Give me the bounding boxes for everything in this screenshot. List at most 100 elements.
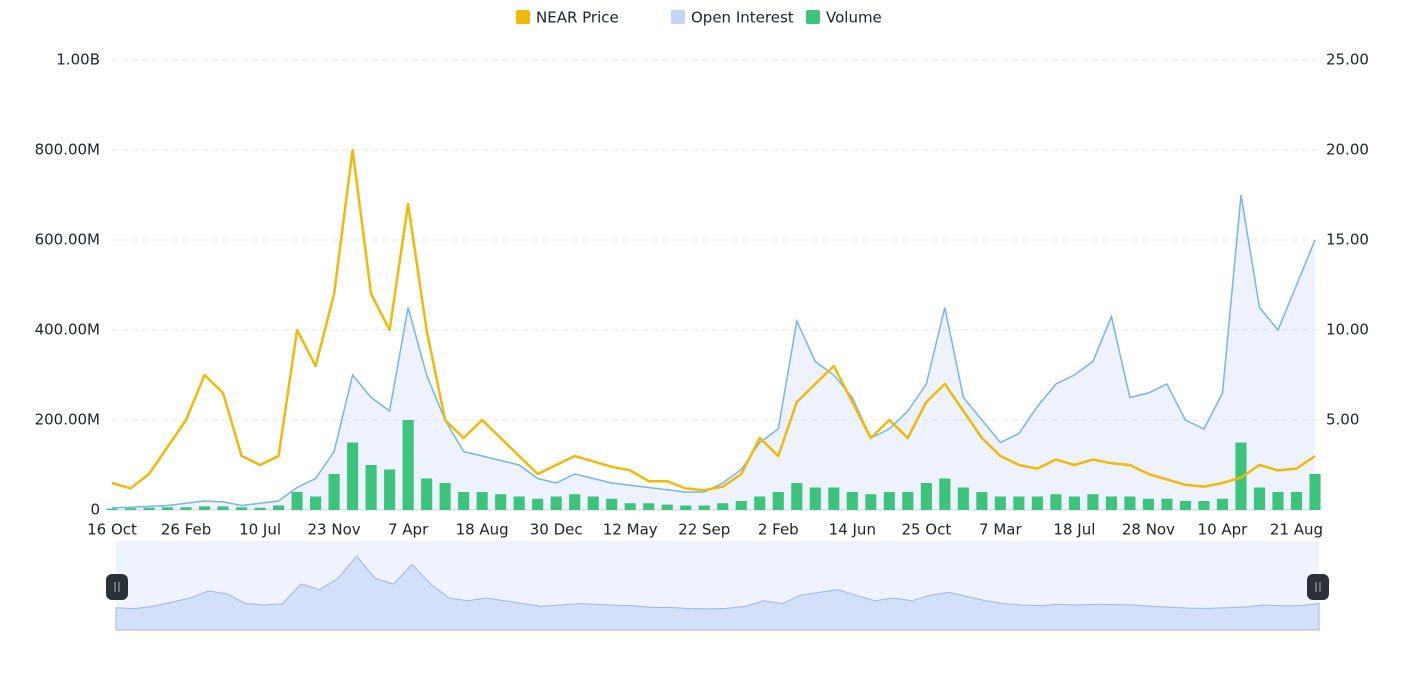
volume-bar bbox=[846, 492, 858, 510]
volume-bar bbox=[458, 492, 470, 510]
volume-bar bbox=[365, 465, 377, 510]
x-tick-label: 28 Nov bbox=[1122, 521, 1175, 539]
y-tick-label: 800.00M bbox=[35, 141, 100, 159]
y2-tick-label: 10.00 bbox=[1326, 321, 1369, 339]
navigator-area bbox=[115, 555, 1320, 631]
volume-bar bbox=[217, 506, 229, 510]
volume-bar bbox=[476, 492, 488, 510]
volume-bar bbox=[976, 492, 988, 510]
volume-bar bbox=[791, 483, 803, 510]
volume-bar bbox=[1272, 492, 1284, 510]
volume-bar bbox=[291, 492, 303, 510]
volume-bar bbox=[1253, 487, 1266, 510]
x-tick-label: 25 Oct bbox=[901, 521, 951, 539]
volume-bar bbox=[550, 496, 562, 510]
x-tick-label: 12 May bbox=[603, 521, 658, 539]
volume-bar bbox=[1179, 501, 1191, 510]
volume-bar bbox=[513, 496, 525, 510]
volume-bar bbox=[569, 494, 581, 510]
y2-tick-label: 25.00 bbox=[1326, 51, 1369, 69]
volume-bar bbox=[402, 420, 414, 510]
volume-bar bbox=[532, 498, 544, 510]
y-tick-label: 0 bbox=[90, 501, 100, 519]
x-tick-label: 21 Aug bbox=[1270, 521, 1323, 539]
volume-bar bbox=[1068, 496, 1080, 510]
volume-bar bbox=[1050, 494, 1062, 510]
x-tick-label: 30 Dec bbox=[530, 521, 583, 539]
volume-bar bbox=[994, 496, 1006, 510]
volume-bar bbox=[161, 507, 174, 510]
volume-bar bbox=[106, 508, 118, 510]
legend-label: NEAR Price bbox=[536, 9, 619, 27]
volume-bar bbox=[1124, 496, 1136, 510]
volume-bar bbox=[384, 469, 396, 510]
x-tick-label: 23 Nov bbox=[308, 521, 361, 539]
volume-bar bbox=[606, 498, 618, 510]
volume-bar bbox=[328, 474, 340, 510]
volume-bar bbox=[754, 496, 766, 510]
navigator-handle bbox=[1307, 574, 1329, 600]
legend-swatch bbox=[516, 10, 530, 24]
volume-bar bbox=[902, 492, 914, 510]
volume-bar bbox=[236, 507, 248, 510]
x-tick-label: 14 Jun bbox=[829, 521, 876, 539]
y2-tick-label: 5.00 bbox=[1326, 411, 1359, 429]
volume-bar bbox=[717, 503, 729, 510]
x-tick-label: 22 Sep bbox=[678, 521, 730, 539]
volume-bar bbox=[920, 483, 932, 510]
y-tick-label: 200.00M bbox=[35, 411, 100, 429]
legend-label: Volume bbox=[826, 9, 882, 27]
volume-bar bbox=[809, 487, 821, 510]
x-tick-label: 16 Oct bbox=[87, 521, 137, 539]
legend-swatch bbox=[806, 10, 820, 24]
volume-bar bbox=[1013, 496, 1025, 510]
x-tick-label: 18 Jul bbox=[1053, 521, 1095, 539]
x-tick-label: 7 Mar bbox=[979, 521, 1022, 539]
volume-bar bbox=[1309, 474, 1321, 510]
y2-tick-label: 15.00 bbox=[1326, 231, 1369, 249]
navigator-handle bbox=[106, 574, 128, 600]
volume-bar bbox=[1161, 498, 1173, 510]
volume-bar bbox=[180, 507, 192, 510]
volume-bar bbox=[347, 442, 359, 510]
legend-label: Open Interest bbox=[691, 9, 794, 27]
volume-bar bbox=[310, 496, 322, 510]
oi-area bbox=[112, 195, 1315, 510]
x-tick-label: 26 Feb bbox=[161, 521, 211, 539]
volume-bar bbox=[939, 478, 951, 510]
x-tick-label: 7 Apr bbox=[388, 521, 429, 539]
volume-bar bbox=[772, 492, 784, 510]
x-tick-label: 18 Aug bbox=[456, 521, 509, 539]
volume-bar bbox=[698, 505, 710, 510]
volume-bar bbox=[1105, 496, 1117, 510]
y-tick-label: 600.00M bbox=[35, 231, 100, 249]
volume-bar bbox=[439, 483, 451, 510]
x-tick-label: 10 Jul bbox=[239, 521, 281, 539]
price-line bbox=[111, 148, 1316, 492]
volume-bar bbox=[143, 507, 155, 510]
volume-bar bbox=[883, 492, 895, 510]
volume-bar bbox=[124, 508, 137, 510]
volume-bar bbox=[273, 505, 285, 510]
y-tick-label: 400.00M bbox=[35, 321, 100, 339]
volume-bar bbox=[1216, 498, 1229, 510]
volume-bar bbox=[421, 478, 433, 510]
x-tick-label: 10 Apr bbox=[1198, 521, 1249, 539]
volume-bar bbox=[198, 506, 211, 510]
legend-swatch bbox=[671, 10, 685, 24]
volume-bar bbox=[865, 494, 877, 510]
volume-bar bbox=[828, 487, 840, 510]
volume-bar bbox=[957, 487, 969, 510]
x-tick-label: 2 Feb bbox=[758, 521, 799, 539]
volume-bar bbox=[1290, 492, 1303, 510]
volume-bar bbox=[680, 505, 692, 510]
volume-bar bbox=[661, 504, 673, 510]
volume-bar bbox=[495, 494, 507, 510]
volume-bar bbox=[587, 496, 599, 510]
y2-tick-label: 20.00 bbox=[1326, 141, 1369, 159]
volume-bar bbox=[1031, 496, 1043, 510]
y-tick-label: 1.00B bbox=[56, 51, 100, 69]
volume-bar bbox=[624, 503, 636, 510]
